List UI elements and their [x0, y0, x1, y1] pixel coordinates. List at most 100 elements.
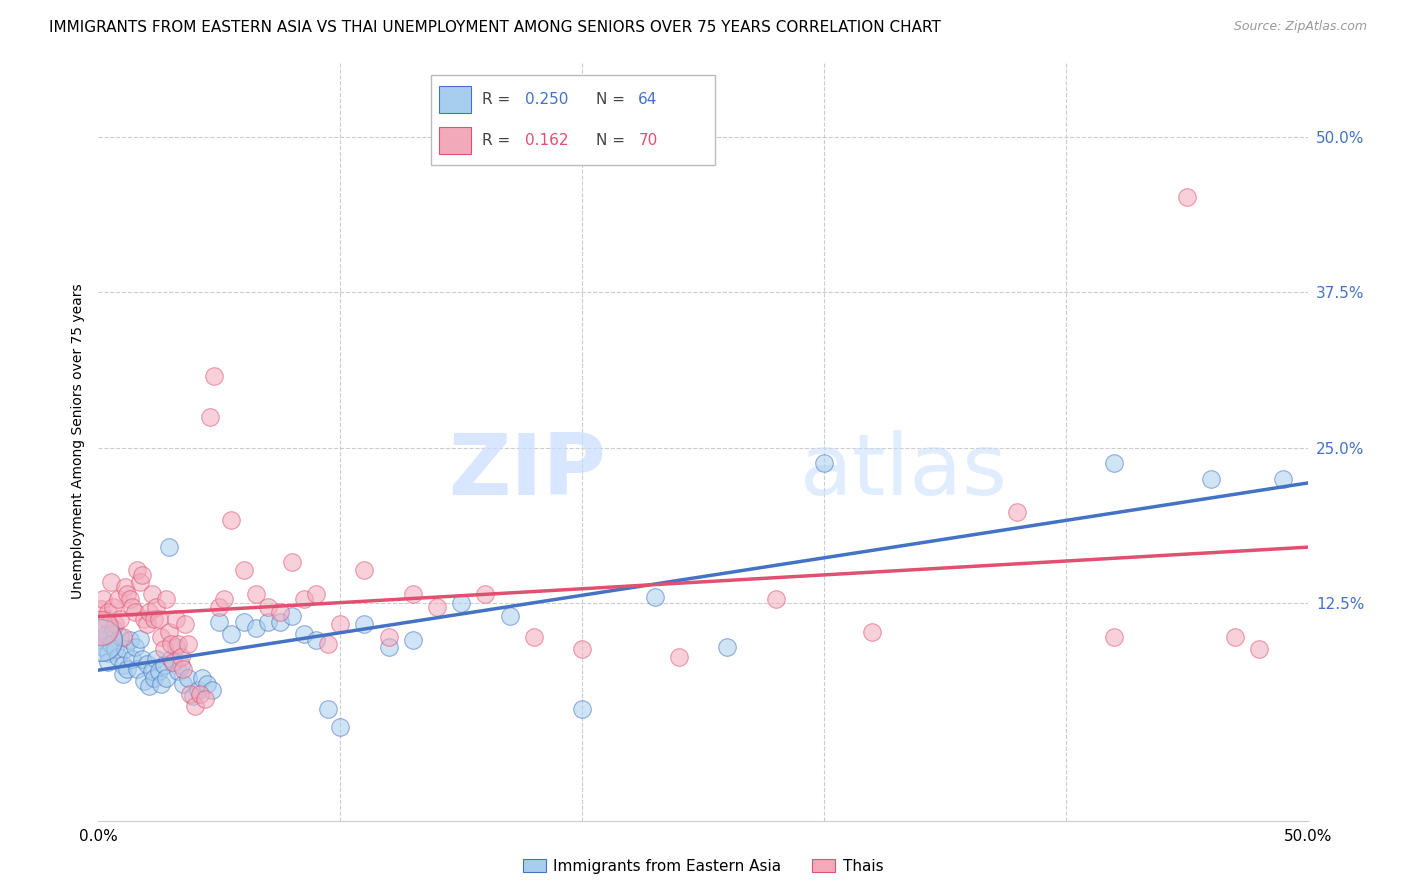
Point	[94, 612, 117, 626]
Point	[150, 677, 173, 691]
Point	[172, 662, 194, 676]
Point	[138, 680, 160, 694]
Point	[104, 642, 127, 657]
Point	[177, 637, 200, 651]
Point	[118, 633, 141, 648]
Point	[138, 605, 160, 619]
Point	[169, 649, 191, 664]
Point	[329, 617, 352, 632]
Point	[174, 617, 197, 632]
Point	[157, 624, 180, 639]
Point	[281, 608, 304, 623]
Point	[145, 652, 167, 666]
Point	[179, 687, 201, 701]
Point	[184, 699, 207, 714]
Point	[1007, 505, 1029, 519]
Point	[148, 612, 170, 626]
Point	[97, 655, 120, 669]
Point	[571, 642, 593, 657]
Point	[860, 624, 883, 639]
Point	[107, 592, 129, 607]
Point	[165, 612, 187, 626]
Point	[1102, 630, 1125, 644]
Point	[221, 513, 243, 527]
Point	[91, 640, 114, 654]
Point	[191, 671, 214, 685]
Point	[208, 615, 231, 629]
Point	[1175, 189, 1198, 203]
Point	[1272, 472, 1295, 486]
Point	[353, 617, 375, 632]
Point	[124, 640, 146, 654]
Point	[232, 563, 254, 577]
Point	[292, 592, 315, 607]
Point	[131, 567, 153, 582]
Point	[204, 368, 226, 383]
Y-axis label: Unemployment Among Seniors over 75 years: Unemployment Among Seniors over 75 years	[70, 284, 84, 599]
Point	[90, 621, 112, 635]
Point	[402, 633, 425, 648]
Point	[245, 587, 267, 601]
Point	[97, 605, 120, 619]
Point	[256, 599, 278, 614]
Point	[152, 642, 174, 657]
Point	[316, 637, 339, 651]
Point	[181, 690, 204, 704]
Point	[90, 633, 112, 648]
Point	[269, 615, 291, 629]
Point	[150, 630, 173, 644]
Point	[402, 587, 425, 601]
Point	[141, 587, 163, 601]
Point	[172, 677, 194, 691]
Point	[245, 621, 267, 635]
Point	[131, 652, 153, 666]
Point	[162, 655, 184, 669]
Point	[160, 652, 183, 666]
Point	[167, 665, 190, 679]
Point	[1223, 630, 1246, 644]
Point	[90, 602, 112, 616]
Point	[450, 596, 472, 610]
Point	[145, 599, 167, 614]
Point	[108, 612, 131, 626]
Point	[1199, 472, 1222, 486]
Point	[100, 574, 122, 589]
Point	[194, 691, 217, 706]
Point	[177, 671, 200, 685]
Point	[107, 649, 129, 664]
Point	[1102, 456, 1125, 470]
Legend: Immigrants from Eastern Asia, Thais: Immigrants from Eastern Asia, Thais	[516, 853, 890, 880]
Point	[716, 640, 738, 654]
Point	[169, 658, 191, 673]
Point	[523, 630, 546, 644]
Point	[94, 627, 117, 641]
Point	[121, 599, 143, 614]
Point	[134, 612, 156, 626]
Text: IMMIGRANTS FROM EASTERN ASIA VS THAI UNEMPLOYMENT AMONG SENIORS OVER 75 YEARS CO: IMMIGRANTS FROM EASTERN ASIA VS THAI UNE…	[49, 20, 941, 35]
Point	[121, 652, 143, 666]
Text: Source: ZipAtlas.com: Source: ZipAtlas.com	[1233, 20, 1367, 33]
Point	[256, 615, 278, 629]
Point	[143, 671, 166, 685]
Point	[111, 667, 134, 681]
Point	[128, 574, 150, 589]
Point	[134, 674, 156, 689]
Point	[135, 617, 157, 632]
Point	[127, 662, 149, 676]
Point	[208, 599, 231, 614]
Point	[141, 665, 163, 679]
Point	[124, 605, 146, 619]
Point	[97, 646, 120, 660]
Point	[155, 671, 177, 685]
Point	[155, 592, 177, 607]
Point	[353, 563, 375, 577]
Point	[152, 658, 174, 673]
Point	[765, 592, 787, 607]
Point	[91, 592, 114, 607]
Point	[232, 615, 254, 629]
Point	[1249, 642, 1271, 657]
Point	[111, 630, 134, 644]
Point	[474, 587, 496, 601]
Point	[101, 621, 124, 635]
Point	[104, 617, 127, 632]
